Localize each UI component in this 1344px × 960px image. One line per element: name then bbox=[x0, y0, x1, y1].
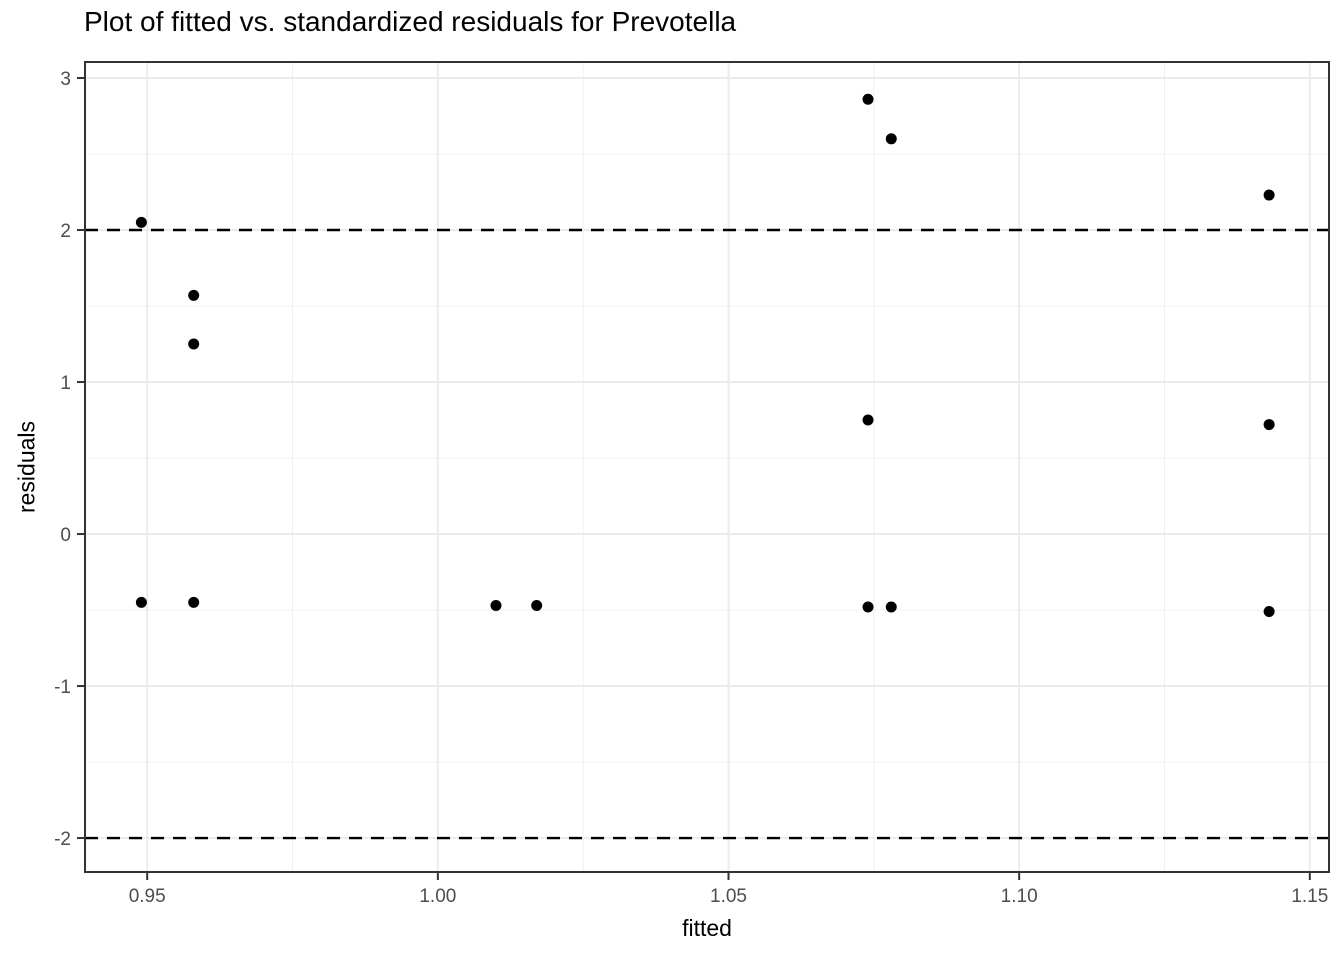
data-point bbox=[531, 599, 543, 611]
data-point bbox=[135, 596, 147, 608]
data-point bbox=[885, 601, 897, 613]
data-point bbox=[885, 133, 897, 145]
x-axis-title: fitted bbox=[682, 915, 732, 941]
panel-background bbox=[85, 62, 1329, 872]
data-point bbox=[1263, 606, 1275, 618]
y-tick-label: 0 bbox=[60, 525, 71, 546]
panel-border bbox=[84, 61, 1330, 873]
data-point bbox=[862, 601, 874, 613]
x-tick-label: 1.00 bbox=[419, 886, 456, 907]
chart-title: Plot of fitted vs. standardized residual… bbox=[84, 6, 737, 37]
x-tick-label: 1.05 bbox=[710, 886, 747, 907]
data-point bbox=[188, 596, 200, 608]
x-tick-label: 1.10 bbox=[1001, 886, 1038, 907]
data-point bbox=[188, 289, 200, 301]
data-point bbox=[188, 338, 200, 350]
data-point bbox=[862, 93, 874, 105]
x-tick-label: 0.95 bbox=[129, 886, 166, 907]
y-axis-title: residuals bbox=[13, 420, 40, 514]
y-tick-label: 2 bbox=[60, 221, 71, 242]
data-point bbox=[1263, 419, 1275, 431]
data-point bbox=[862, 414, 874, 426]
y-tick-label: -1 bbox=[54, 677, 71, 698]
data-point bbox=[490, 599, 502, 611]
y-tick-label: -2 bbox=[54, 829, 71, 850]
data-point bbox=[1263, 189, 1275, 201]
y-tick-label: 1 bbox=[60, 373, 71, 394]
data-point bbox=[135, 216, 147, 228]
y-tick-label: 3 bbox=[60, 69, 71, 90]
x-tick-label: 1.15 bbox=[1291, 886, 1328, 907]
